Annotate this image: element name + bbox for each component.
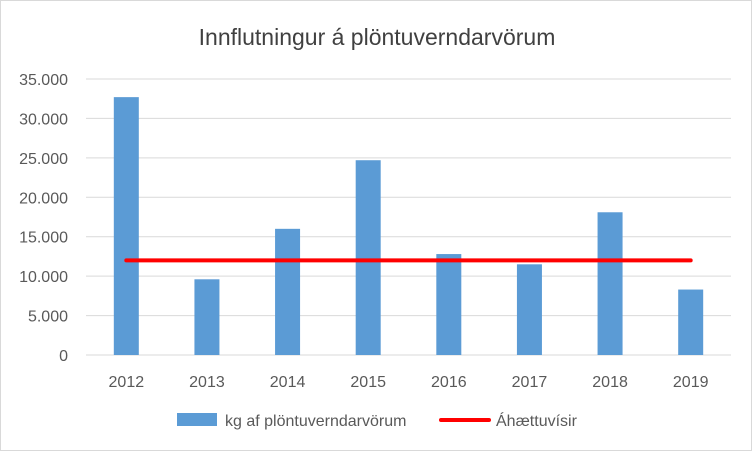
chart-title: Innflutningur á plöntuverndarvörum <box>199 24 556 50</box>
x-tick-label: 2019 <box>673 374 709 391</box>
y-tick-label: 15.000 <box>19 230 68 247</box>
y-tick-label: 25.000 <box>19 151 68 168</box>
y-tick-label: 5.000 <box>28 309 68 326</box>
x-tick-label: 2017 <box>512 374 548 391</box>
bar-2015 <box>355 160 381 355</box>
bar-2013 <box>194 279 220 355</box>
x-tick-label: 2012 <box>109 374 145 391</box>
bar-2019 <box>678 289 704 355</box>
x-tick-label: 2018 <box>592 374 628 391</box>
y-tick-label: 20.000 <box>19 190 68 207</box>
y-tick-label: 0 <box>59 348 68 365</box>
bar-2017 <box>516 264 542 355</box>
x-tick-label: 2013 <box>189 374 225 391</box>
legend-swatch-bar <box>177 413 217 426</box>
x-axis-ticks: 2012 2013 2014 2015 2016 2017 2018 2019 <box>109 374 709 391</box>
x-tick-label: 2015 <box>350 374 386 391</box>
legend-label-bar: kg af plöntuverndarvörum <box>225 413 406 430</box>
x-tick-label: 2016 <box>431 374 467 391</box>
bar-2016 <box>436 254 462 355</box>
legend-label-line: Áhættuvísir <box>496 411 578 430</box>
y-tick-label: 30.000 <box>19 111 68 128</box>
x-tick-label: 2014 <box>270 374 306 391</box>
bar-2014 <box>275 228 301 355</box>
gridlines <box>86 78 731 356</box>
bar-2012 <box>113 97 139 355</box>
legend: kg af plöntuverndarvörum Áhættuvísir <box>177 411 578 430</box>
bar-series <box>113 97 704 355</box>
y-tick-label: 35.000 <box>19 72 68 89</box>
bar-2018 <box>597 212 623 355</box>
y-axis-ticks: 0 5.000 10.000 15.000 20.000 25.000 30.000 35.0… <box>19 72 68 365</box>
y-tick-label: 10.000 <box>19 269 68 286</box>
